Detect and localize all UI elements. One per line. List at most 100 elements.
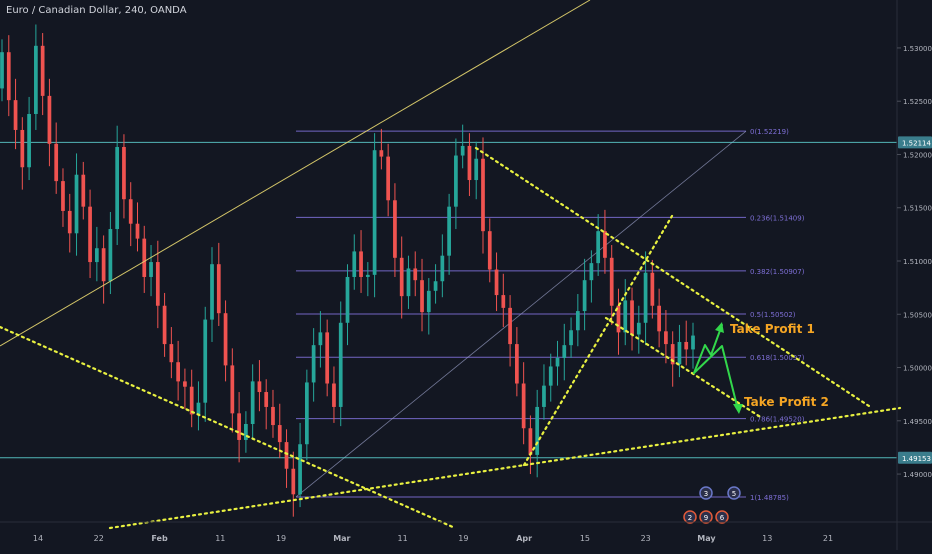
event-marker-label: 9 bbox=[704, 514, 708, 522]
time-tick-label: Apr bbox=[516, 534, 532, 543]
tp1-arrow-path bbox=[693, 324, 723, 374]
time-tick-label: 15 bbox=[580, 534, 590, 543]
candle-body bbox=[176, 362, 181, 382]
horizontal-lines[interactable] bbox=[0, 141, 897, 459]
candle-body bbox=[501, 295, 506, 308]
event-marker[interactable]: 5 bbox=[727, 486, 741, 500]
candle-body bbox=[304, 382, 309, 445]
candle-body bbox=[88, 206, 92, 263]
take-profit-1-label[interactable]: Take Profit 1 bbox=[730, 322, 815, 336]
candle-body bbox=[298, 444, 302, 495]
candle-body bbox=[183, 381, 187, 387]
candle-body bbox=[40, 45, 45, 96]
candle-body bbox=[325, 332, 330, 384]
fib-level-label: 0.786(1.49520) bbox=[750, 416, 805, 424]
candle-body bbox=[420, 280, 424, 313]
event-marker-circle bbox=[683, 510, 697, 524]
candle-body bbox=[508, 307, 512, 345]
candle-body bbox=[562, 345, 567, 358]
price-tick-label: 1.50000 bbox=[903, 365, 932, 373]
candle-body bbox=[664, 331, 668, 345]
candle-body bbox=[277, 425, 282, 443]
candle-body bbox=[196, 402, 201, 415]
candle-body bbox=[521, 383, 526, 429]
candle-body bbox=[542, 385, 546, 407]
candle-body bbox=[81, 174, 86, 207]
fib-level-label: 0.236(1.51409) bbox=[750, 214, 805, 222]
candle-body bbox=[589, 263, 594, 281]
event-marker[interactable]: 3 bbox=[699, 486, 713, 500]
candle-body bbox=[616, 305, 621, 333]
candle-body bbox=[447, 206, 451, 256]
candle-body bbox=[555, 357, 560, 367]
candle-body bbox=[454, 155, 458, 207]
fib-level-label: 0.5(1.50502) bbox=[750, 311, 796, 319]
annotations[interactable]: Take Profit 1 Take Profit 2 3 5 2 9 6 bbox=[683, 322, 829, 524]
candle-body bbox=[101, 248, 106, 282]
price-badge-label: 1.52114 bbox=[902, 139, 931, 147]
candle-body bbox=[264, 392, 269, 407]
descending-resistance-trendline bbox=[474, 146, 874, 410]
candle-body bbox=[94, 248, 99, 263]
candle-body bbox=[372, 150, 377, 275]
price-tick-label: 1.51500 bbox=[903, 205, 932, 213]
candle-body bbox=[250, 381, 255, 424]
candle-body bbox=[575, 311, 580, 331]
fib-level-label: 0(1.52219) bbox=[750, 128, 789, 136]
candle-body bbox=[203, 319, 208, 403]
candle-body bbox=[433, 281, 438, 291]
event-marker-circle bbox=[715, 510, 729, 524]
candle-body bbox=[135, 223, 140, 239]
candle-body bbox=[149, 262, 153, 277]
wedge-lower-trendline bbox=[604, 316, 764, 420]
candle-body bbox=[677, 341, 682, 365]
candle-body bbox=[643, 272, 648, 323]
candle-body bbox=[636, 322, 641, 335]
candle-body bbox=[365, 274, 370, 277]
candle-body bbox=[128, 199, 133, 224]
candle-body bbox=[352, 251, 357, 277]
tp2-arrow-path bbox=[693, 345, 739, 411]
candle-body bbox=[115, 147, 120, 230]
candle-body bbox=[13, 100, 18, 130]
price-tick-label: 1.49500 bbox=[903, 418, 932, 426]
event-marker[interactable]: 2 bbox=[683, 510, 697, 524]
candle-body bbox=[413, 268, 418, 281]
event-marker-circle bbox=[699, 510, 713, 524]
time-tick-label: 23 bbox=[641, 534, 651, 543]
candle-body bbox=[74, 174, 79, 234]
candle-body bbox=[47, 95, 52, 144]
candle-body bbox=[162, 305, 167, 345]
fib-trend-line bbox=[295, 130, 747, 498]
candle-body bbox=[582, 280, 587, 312]
candle-body bbox=[399, 257, 404, 297]
candle-body bbox=[609, 257, 614, 306]
time-tick-label: 13 bbox=[762, 534, 772, 543]
candle-body bbox=[108, 229, 113, 282]
event-marker[interactable]: 9 bbox=[699, 510, 713, 524]
candle-body bbox=[345, 276, 350, 323]
take-profit-2-label[interactable]: Take Profit 2 bbox=[744, 395, 829, 409]
candle-body bbox=[257, 381, 262, 393]
event-marker[interactable]: 6 bbox=[715, 510, 729, 524]
trendlines[interactable] bbox=[0, 0, 902, 530]
candle-body bbox=[494, 269, 499, 296]
price-tick-label: 1.49000 bbox=[903, 471, 932, 479]
event-marker-label: 3 bbox=[704, 490, 708, 498]
candle-body bbox=[142, 238, 147, 277]
time-tick-label: 21 bbox=[823, 534, 833, 543]
event-marker-label: 2 bbox=[688, 514, 692, 522]
fib-level-label: 0.618(1.50097) bbox=[750, 354, 805, 362]
candle-body bbox=[440, 255, 445, 282]
time-tick-label: 11 bbox=[215, 534, 225, 543]
candle-body bbox=[155, 262, 160, 306]
candle-body bbox=[548, 366, 553, 386]
ascending-channel-trendline bbox=[522, 214, 674, 467]
price-tick-label: 1.52000 bbox=[903, 151, 932, 159]
candle-body bbox=[596, 231, 601, 264]
candle-body bbox=[244, 423, 248, 440]
candle-body bbox=[393, 200, 397, 258]
